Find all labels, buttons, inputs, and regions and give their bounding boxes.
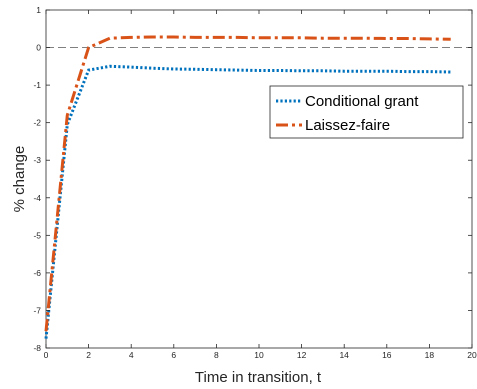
legend-box (269, 85, 464, 139)
legend: Conditional grant Laissez-faire (269, 85, 464, 139)
x-tick-label: 18 (425, 350, 435, 360)
y-tick-label: -7 (33, 305, 41, 315)
x-tick-label: 20 (467, 350, 477, 360)
y-tick-label: -1 (33, 80, 41, 90)
y-tick-label: -6 (33, 268, 41, 278)
x-tick-label: 16 (382, 350, 392, 360)
x-tick-label: 12 (297, 350, 307, 360)
x-axis-label: Time in transition, t (195, 369, 322, 386)
x-tick-label: 10 (254, 350, 264, 360)
y-tick-label: 0 (36, 43, 41, 53)
x-tick-label: 6 (171, 350, 176, 360)
legend-label-laissez-faire: Laissez-faire (305, 117, 390, 134)
legend-label-conditional-grant: Conditional grant (305, 93, 419, 110)
y-tick-label: -3 (33, 155, 41, 165)
y-tick-label: 1 (36, 5, 41, 15)
x-tick-label: 14 (339, 350, 349, 360)
y-tick-label: -2 (33, 118, 41, 128)
x-tick-label: 2 (86, 350, 91, 360)
y-tick-label: -4 (33, 193, 41, 203)
axes-group (45, 9, 473, 349)
x-tick-label: 0 (44, 350, 49, 360)
y-tick-label: -8 (33, 343, 41, 353)
plot-area-frame (45, 9, 473, 349)
y-tick-label: -5 (33, 230, 41, 240)
series-line-conditional-grant (44, 64, 451, 339)
series-line-laissez-faire (44, 35, 451, 332)
series-group (44, 35, 451, 339)
x-tick-label: 4 (129, 350, 134, 360)
x-tick-label: 8 (214, 350, 219, 360)
ticks-group: 0 2 4 6 8 10 12 14 16 18 20 -8 -7 -6 -5 -4 -3 -2 -1 0 1 (33, 5, 477, 360)
y-axis-label: % change (11, 146, 28, 213)
